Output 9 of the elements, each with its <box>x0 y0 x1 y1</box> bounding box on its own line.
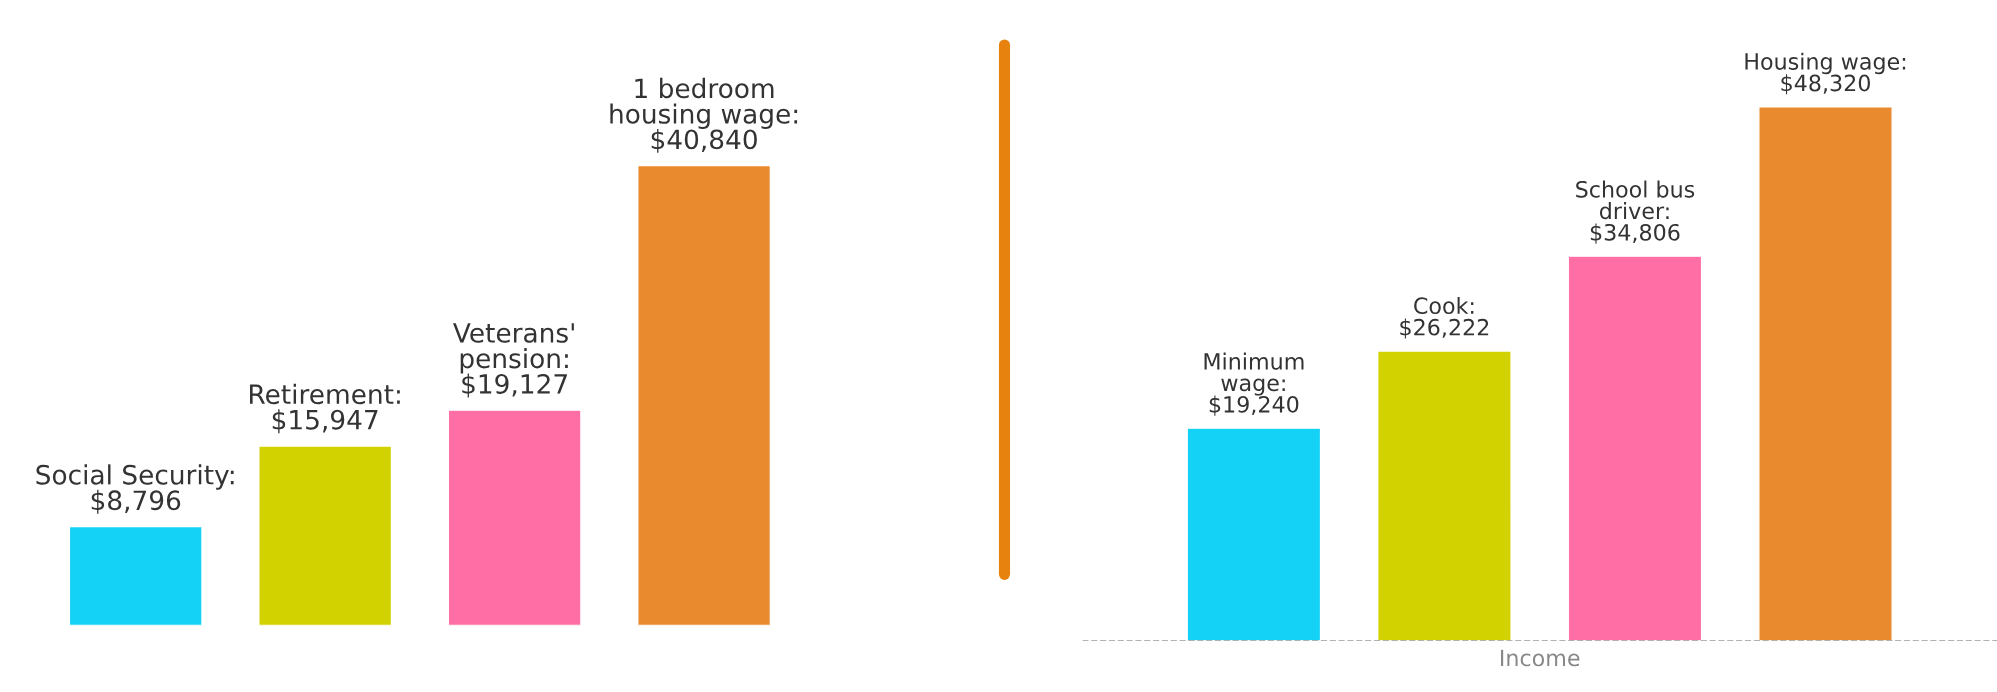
data-label: Retirement: $15,947 <box>250 383 400 434</box>
x-axis-title: Income <box>1500 649 1580 667</box>
data-label: Social Security: $8,796 <box>36 464 234 514</box>
data-label: Minimum wage: $19,240 <box>1204 352 1304 416</box>
data-label: 1 bedroom housing wage: $40,840 <box>610 77 798 153</box>
data-label: School bus driver: $34,806 <box>1576 180 1695 244</box>
data-label: Housing wage: $48,320 <box>1745 52 1906 95</box>
data-label: Cook: $26,222 <box>1400 296 1489 339</box>
data-label: Veterans' pension: $19,127 <box>453 323 574 398</box>
